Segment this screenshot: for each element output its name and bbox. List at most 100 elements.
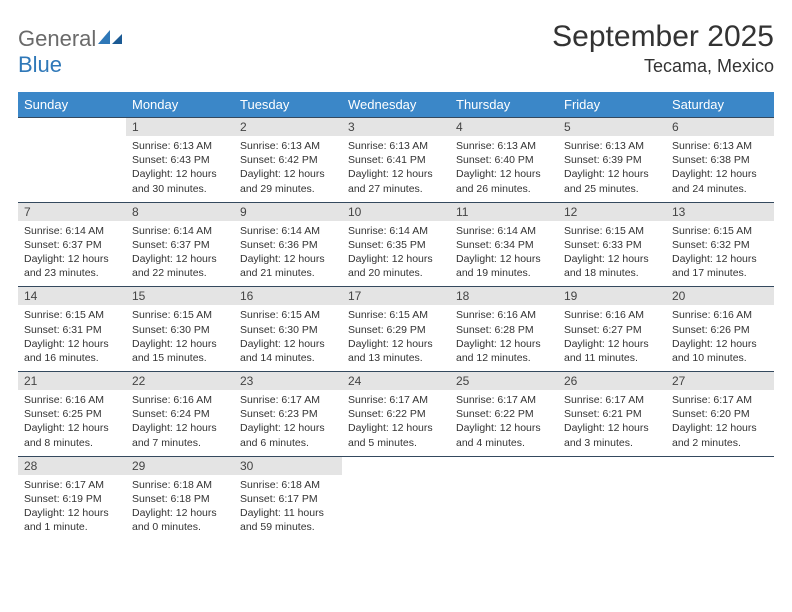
day-detail-cell: Sunrise: 6:15 AMSunset: 6:31 PMDaylight:… — [18, 305, 126, 371]
day-detail-cell: Sunrise: 6:17 AMSunset: 6:22 PMDaylight:… — [342, 390, 450, 456]
day-detail-cell: Sunrise: 6:15 AMSunset: 6:32 PMDaylight:… — [666, 221, 774, 287]
daylight-text: Daylight: 12 hours and 20 minutes. — [348, 252, 444, 280]
daylight-text: Daylight: 12 hours and 6 minutes. — [240, 421, 336, 449]
sunset-text: Sunset: 6:18 PM — [132, 492, 228, 506]
day-number-cell: 24 — [342, 372, 450, 391]
day-number-cell: 1 — [126, 118, 234, 137]
day-detail-cell — [342, 475, 450, 541]
day-number: 3 — [348, 120, 355, 134]
day-detail-cell: Sunrise: 6:15 AMSunset: 6:29 PMDaylight:… — [342, 305, 450, 371]
sunset-text: Sunset: 6:32 PM — [672, 238, 768, 252]
day-number-cell: 19 — [558, 287, 666, 306]
day-number: 2 — [240, 120, 247, 134]
day-number: 28 — [24, 459, 37, 473]
day-number-cell: 18 — [450, 287, 558, 306]
day-number-cell: 17 — [342, 287, 450, 306]
daylight-text: Daylight: 12 hours and 17 minutes. — [672, 252, 768, 280]
day-number-cell — [450, 456, 558, 475]
day-number: 13 — [672, 205, 685, 219]
daylight-text: Daylight: 12 hours and 26 minutes. — [456, 167, 552, 195]
daylight-text: Daylight: 11 hours and 59 minutes. — [240, 506, 336, 534]
day-number: 17 — [348, 289, 361, 303]
sunset-text: Sunset: 6:39 PM — [564, 153, 660, 167]
sunset-text: Sunset: 6:24 PM — [132, 407, 228, 421]
day-detail-cell: Sunrise: 6:16 AMSunset: 6:28 PMDaylight:… — [450, 305, 558, 371]
day-number: 11 — [456, 205, 468, 219]
sunrise-text: Sunrise: 6:13 AM — [564, 139, 660, 153]
day-number: 6 — [672, 120, 679, 134]
sunset-text: Sunset: 6:25 PM — [24, 407, 120, 421]
daylight-text: Daylight: 12 hours and 5 minutes. — [348, 421, 444, 449]
day-detail-cell: Sunrise: 6:15 AMSunset: 6:33 PMDaylight:… — [558, 221, 666, 287]
day-detail-cell: Sunrise: 6:18 AMSunset: 6:17 PMDaylight:… — [234, 475, 342, 541]
day-header: Friday — [558, 92, 666, 118]
daylight-text: Daylight: 12 hours and 2 minutes. — [672, 421, 768, 449]
day-header-row: Sunday Monday Tuesday Wednesday Thursday… — [18, 92, 774, 118]
sunrise-text: Sunrise: 6:15 AM — [240, 308, 336, 322]
daylight-text: Daylight: 12 hours and 15 minutes. — [132, 337, 228, 365]
sunset-text: Sunset: 6:31 PM — [24, 323, 120, 337]
logo: General Blue — [18, 20, 124, 78]
sunrise-text: Sunrise: 6:13 AM — [672, 139, 768, 153]
sunrise-text: Sunrise: 6:16 AM — [564, 308, 660, 322]
day-number: 30 — [240, 459, 253, 473]
sunset-text: Sunset: 6:22 PM — [348, 407, 444, 421]
day-number-cell: 14 — [18, 287, 126, 306]
sunset-text: Sunset: 6:43 PM — [132, 153, 228, 167]
day-number-cell: 25 — [450, 372, 558, 391]
day-number: 4 — [456, 120, 463, 134]
day-number-cell: 8 — [126, 202, 234, 221]
day-detail-cell: Sunrise: 6:13 AMSunset: 6:43 PMDaylight:… — [126, 136, 234, 202]
daylight-text: Daylight: 12 hours and 22 minutes. — [132, 252, 228, 280]
day-detail-cell: Sunrise: 6:14 AMSunset: 6:34 PMDaylight:… — [450, 221, 558, 287]
day-header: Sunday — [18, 92, 126, 118]
day-number-cell: 16 — [234, 287, 342, 306]
sunrise-text: Sunrise: 6:17 AM — [348, 393, 444, 407]
day-detail-cell — [450, 475, 558, 541]
sunrise-text: Sunrise: 6:17 AM — [672, 393, 768, 407]
logo-text-general: General — [18, 26, 96, 51]
sunrise-text: Sunrise: 6:16 AM — [24, 393, 120, 407]
sunrise-text: Sunrise: 6:15 AM — [564, 224, 660, 238]
day-detail-cell: Sunrise: 6:18 AMSunset: 6:18 PMDaylight:… — [126, 475, 234, 541]
daylight-text: Daylight: 12 hours and 1 minute. — [24, 506, 120, 534]
calendar-table: Sunday Monday Tuesday Wednesday Thursday… — [18, 92, 774, 541]
day-number-cell: 10 — [342, 202, 450, 221]
day-detail-row: Sunrise: 6:16 AMSunset: 6:25 PMDaylight:… — [18, 390, 774, 456]
sunrise-text: Sunrise: 6:16 AM — [132, 393, 228, 407]
day-detail-cell: Sunrise: 6:14 AMSunset: 6:37 PMDaylight:… — [126, 221, 234, 287]
title-block: September 2025 Tecama, Mexico — [552, 20, 774, 77]
day-number-cell: 7 — [18, 202, 126, 221]
day-detail-row: Sunrise: 6:17 AMSunset: 6:19 PMDaylight:… — [18, 475, 774, 541]
sunset-text: Sunset: 6:40 PM — [456, 153, 552, 167]
sunset-text: Sunset: 6:30 PM — [132, 323, 228, 337]
day-number-cell: 13 — [666, 202, 774, 221]
sunrise-text: Sunrise: 6:13 AM — [456, 139, 552, 153]
day-detail-cell — [666, 475, 774, 541]
day-number: 29 — [132, 459, 145, 473]
sunrise-text: Sunrise: 6:16 AM — [456, 308, 552, 322]
daylight-text: Daylight: 12 hours and 24 minutes. — [672, 167, 768, 195]
daylight-text: Daylight: 12 hours and 11 minutes. — [564, 337, 660, 365]
day-number: 25 — [456, 374, 469, 388]
daylight-text: Daylight: 12 hours and 19 minutes. — [456, 252, 552, 280]
sunrise-text: Sunrise: 6:14 AM — [132, 224, 228, 238]
day-number-cell: 21 — [18, 372, 126, 391]
location-label: Tecama, Mexico — [552, 56, 774, 77]
calendar-page: General Blue September 2025 Tecama, Mexi… — [0, 0, 792, 561]
day-number-cell: 22 — [126, 372, 234, 391]
day-number: 21 — [24, 374, 37, 388]
sunrise-text: Sunrise: 6:14 AM — [456, 224, 552, 238]
day-detail-cell: Sunrise: 6:14 AMSunset: 6:35 PMDaylight:… — [342, 221, 450, 287]
day-detail-cell — [558, 475, 666, 541]
day-number-cell: 5 — [558, 118, 666, 137]
sunset-text: Sunset: 6:37 PM — [132, 238, 228, 252]
day-detail-cell — [18, 136, 126, 202]
sunrise-text: Sunrise: 6:18 AM — [132, 478, 228, 492]
day-number-cell: 30 — [234, 456, 342, 475]
day-number: 26 — [564, 374, 577, 388]
sunrise-text: Sunrise: 6:15 AM — [132, 308, 228, 322]
daylight-text: Daylight: 12 hours and 8 minutes. — [24, 421, 120, 449]
day-detail-cell: Sunrise: 6:17 AMSunset: 6:22 PMDaylight:… — [450, 390, 558, 456]
sunset-text: Sunset: 6:21 PM — [564, 407, 660, 421]
